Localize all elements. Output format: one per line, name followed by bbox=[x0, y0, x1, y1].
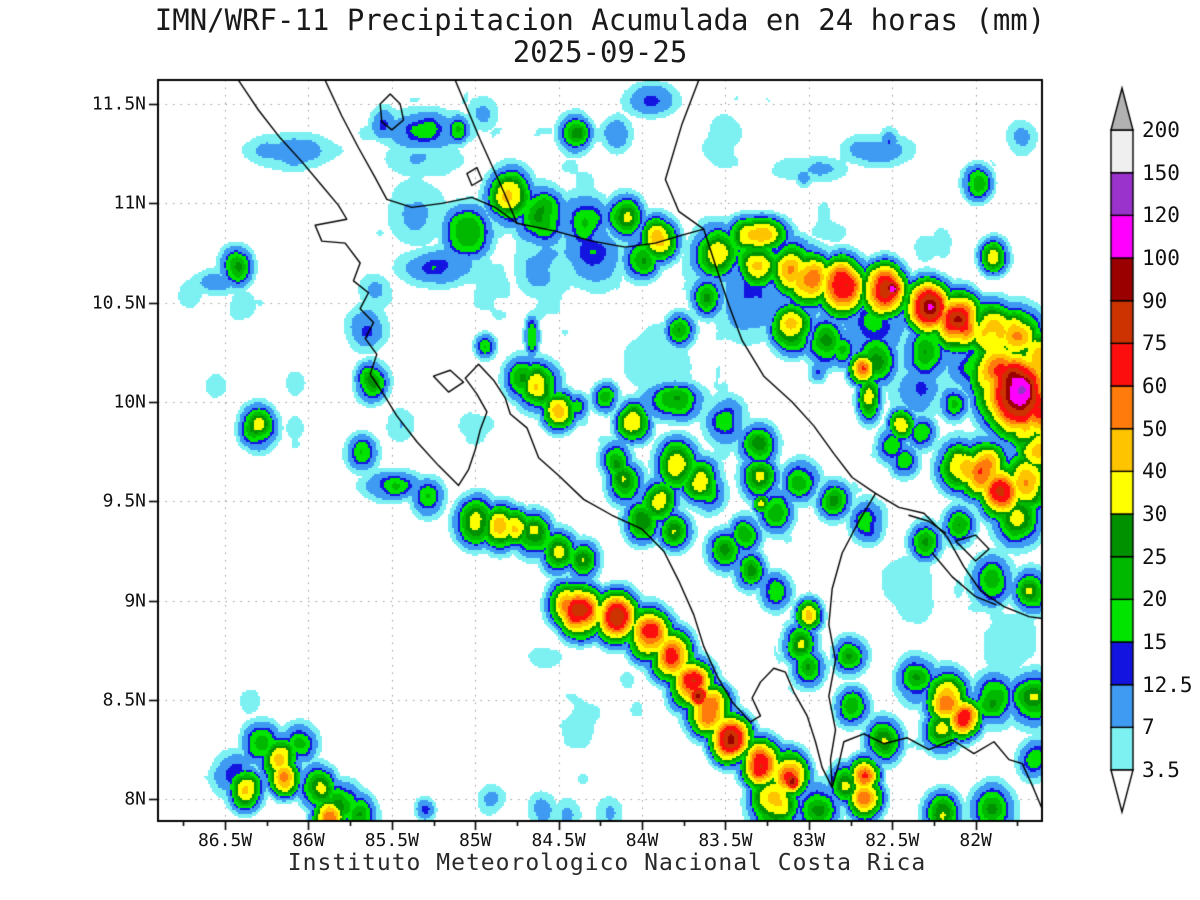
colorbar-tick-label: 100 bbox=[1142, 246, 1180, 270]
lon-tick-label: 82W bbox=[959, 830, 992, 851]
lat-tick-label: 11.5N bbox=[91, 93, 146, 115]
lat-tick-label: 8N bbox=[124, 788, 146, 810]
colorbar-tick-label: 3.5 bbox=[1142, 758, 1180, 782]
colorbar-tick-label: 60 bbox=[1142, 374, 1168, 398]
figure-footer: Instituto Meteorologico Nacional Costa R… bbox=[287, 850, 927, 876]
chart-title: IMN/WRF-11 Precipitacion Acumulada en 24… bbox=[154, 3, 1046, 37]
lat-tick-label: 9.5N bbox=[102, 490, 146, 512]
lon-tick-label: 82.5W bbox=[865, 830, 920, 851]
colorbar-tick-label: 30 bbox=[1142, 502, 1168, 526]
lon-tick-label: 83.5W bbox=[698, 830, 753, 851]
lon-tick-label: 85.5W bbox=[364, 830, 419, 851]
lat-tick-label: 11N bbox=[113, 192, 146, 214]
colorbar-tick-label: 25 bbox=[1142, 544, 1168, 569]
colorbar-tick-label: 12.5 bbox=[1142, 672, 1193, 697]
lat-tick-label: 8.5N bbox=[102, 689, 146, 711]
colorbar-tick-label: 90 bbox=[1142, 288, 1168, 313]
colorbar-tick-label: 120 bbox=[1142, 203, 1180, 228]
colorbar-tick-label: 200 bbox=[1142, 118, 1180, 142]
colorbar-tick-label: 50 bbox=[1142, 416, 1168, 441]
lon-tick-label: 84.5W bbox=[531, 830, 586, 851]
lat-tick-label: 10.5N bbox=[91, 292, 146, 314]
lon-tick-label: 86W bbox=[292, 830, 325, 851]
lon-tick-label: 86.5W bbox=[197, 830, 253, 851]
colorbar-tick-label: 15 bbox=[1142, 630, 1168, 654]
chart-date: 2025-09-25 bbox=[512, 35, 688, 69]
lon-tick-label: 84W bbox=[625, 830, 659, 851]
lat-tick-label: 10N bbox=[113, 391, 146, 413]
colorbar-tick-label: 75 bbox=[1142, 331, 1168, 356]
colorbar-tick-label: 7 bbox=[1142, 715, 1155, 740]
lon-tick-label: 85W bbox=[458, 830, 492, 851]
colorbar-tick-label: 40 bbox=[1142, 459, 1168, 484]
colorbar-tick-label: 150 bbox=[1142, 160, 1180, 185]
colorbar-tick-label: 20 bbox=[1142, 587, 1168, 612]
lat-tick-label: 9N bbox=[124, 590, 146, 612]
lon-tick-label: 83W bbox=[792, 830, 826, 851]
